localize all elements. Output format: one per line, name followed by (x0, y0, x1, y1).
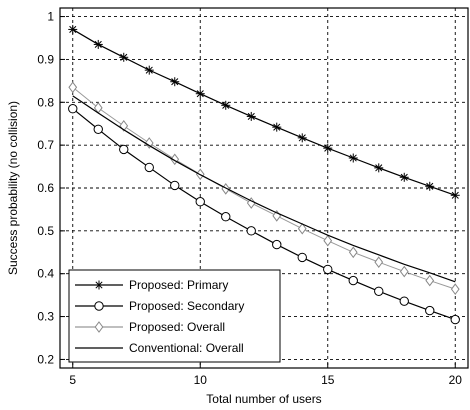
y-tick-label: 0.4 (37, 267, 54, 281)
data-point (425, 305, 435, 316)
data-point (323, 234, 333, 247)
x-tick-label: 15 (321, 373, 335, 387)
data-point (68, 24, 78, 34)
data-point (119, 52, 129, 62)
legend-label: Proposed: Overall (129, 320, 225, 334)
data-point (144, 162, 154, 173)
data-point (68, 81, 78, 94)
axis-ticks (60, 16, 456, 368)
data-point (68, 104, 78, 114)
legend-label: Conventional: Overall (129, 341, 244, 355)
data-point (93, 39, 103, 49)
data-point (374, 286, 384, 296)
data-point (246, 226, 256, 236)
data-point (348, 246, 358, 259)
data-point (297, 252, 307, 263)
y-axis-label: Success probability (no collision) (6, 101, 20, 275)
series-line (72, 108, 456, 321)
y-tick-label: 1 (47, 10, 54, 24)
series-diamond (68, 81, 460, 295)
x-tick-label: 10 (194, 373, 208, 387)
legend-entry: Proposed: Primary (75, 278, 228, 292)
legend-marker (94, 321, 104, 333)
y-tick-label: 0.7 (37, 138, 54, 152)
data-point (297, 222, 307, 235)
plot-frame (59, 7, 469, 369)
data-point (246, 111, 256, 121)
legend-label: Proposed: Primary (129, 278, 228, 292)
legend-entry: Proposed: Secondary (75, 299, 244, 313)
data-point (272, 122, 282, 132)
series-lines (68, 24, 460, 325)
data-point (399, 265, 409, 278)
series-line (72, 28, 456, 196)
tick-labels: 5 10 15 20 0.2 0.3 0.4 0.5 0.6 0.7 0.8 0.9 1 (37, 10, 462, 387)
y-tick-label: 0.6 (37, 181, 54, 195)
data-point (374, 256, 384, 268)
data-point (144, 65, 154, 75)
data-point (221, 212, 231, 222)
y-tick-label: 0.5 (37, 224, 54, 238)
data-point (450, 190, 460, 200)
data-point (297, 133, 307, 143)
series-circle (68, 104, 460, 325)
data-point (348, 153, 358, 163)
series-none (72, 95, 456, 283)
data-point (323, 264, 333, 275)
series-line (72, 95, 456, 283)
data-point (399, 296, 409, 306)
y-tick-label: 0.2 (37, 352, 54, 366)
legend: Proposed: Primary Proposed: Secondary Prop… (68, 269, 281, 363)
data-point (119, 120, 129, 132)
x-tick-label: 5 (69, 373, 76, 387)
data-point (348, 275, 358, 286)
data-point (195, 89, 205, 99)
series-star (68, 24, 460, 200)
data-point (170, 77, 180, 87)
data-point (425, 274, 435, 287)
data-point (272, 239, 282, 250)
data-point (425, 181, 435, 191)
y-tick-label: 0.8 (37, 95, 54, 109)
data-point (170, 180, 180, 191)
legend-marker (94, 301, 104, 311)
x-tick-label: 20 (449, 373, 463, 387)
legend-label: Proposed: Secondary (129, 299, 244, 313)
data-point (450, 314, 460, 325)
legend-entry: Proposed: Overall (75, 320, 225, 334)
series-line (72, 86, 456, 290)
x-axis-label: Total number of users (206, 392, 321, 406)
legend-entry: Conventional: Overall (75, 341, 244, 355)
data-point (450, 283, 460, 295)
data-point (119, 144, 129, 155)
data-point (399, 172, 409, 182)
y-tick-label: 0.3 (37, 310, 54, 324)
legend-marker (94, 280, 104, 290)
data-point (323, 143, 333, 153)
data-point (93, 124, 103, 134)
y-tick-label: 0.9 (37, 52, 54, 66)
data-point (374, 163, 384, 173)
data-point (195, 197, 205, 207)
data-point (144, 137, 154, 149)
data-point (221, 100, 231, 110)
